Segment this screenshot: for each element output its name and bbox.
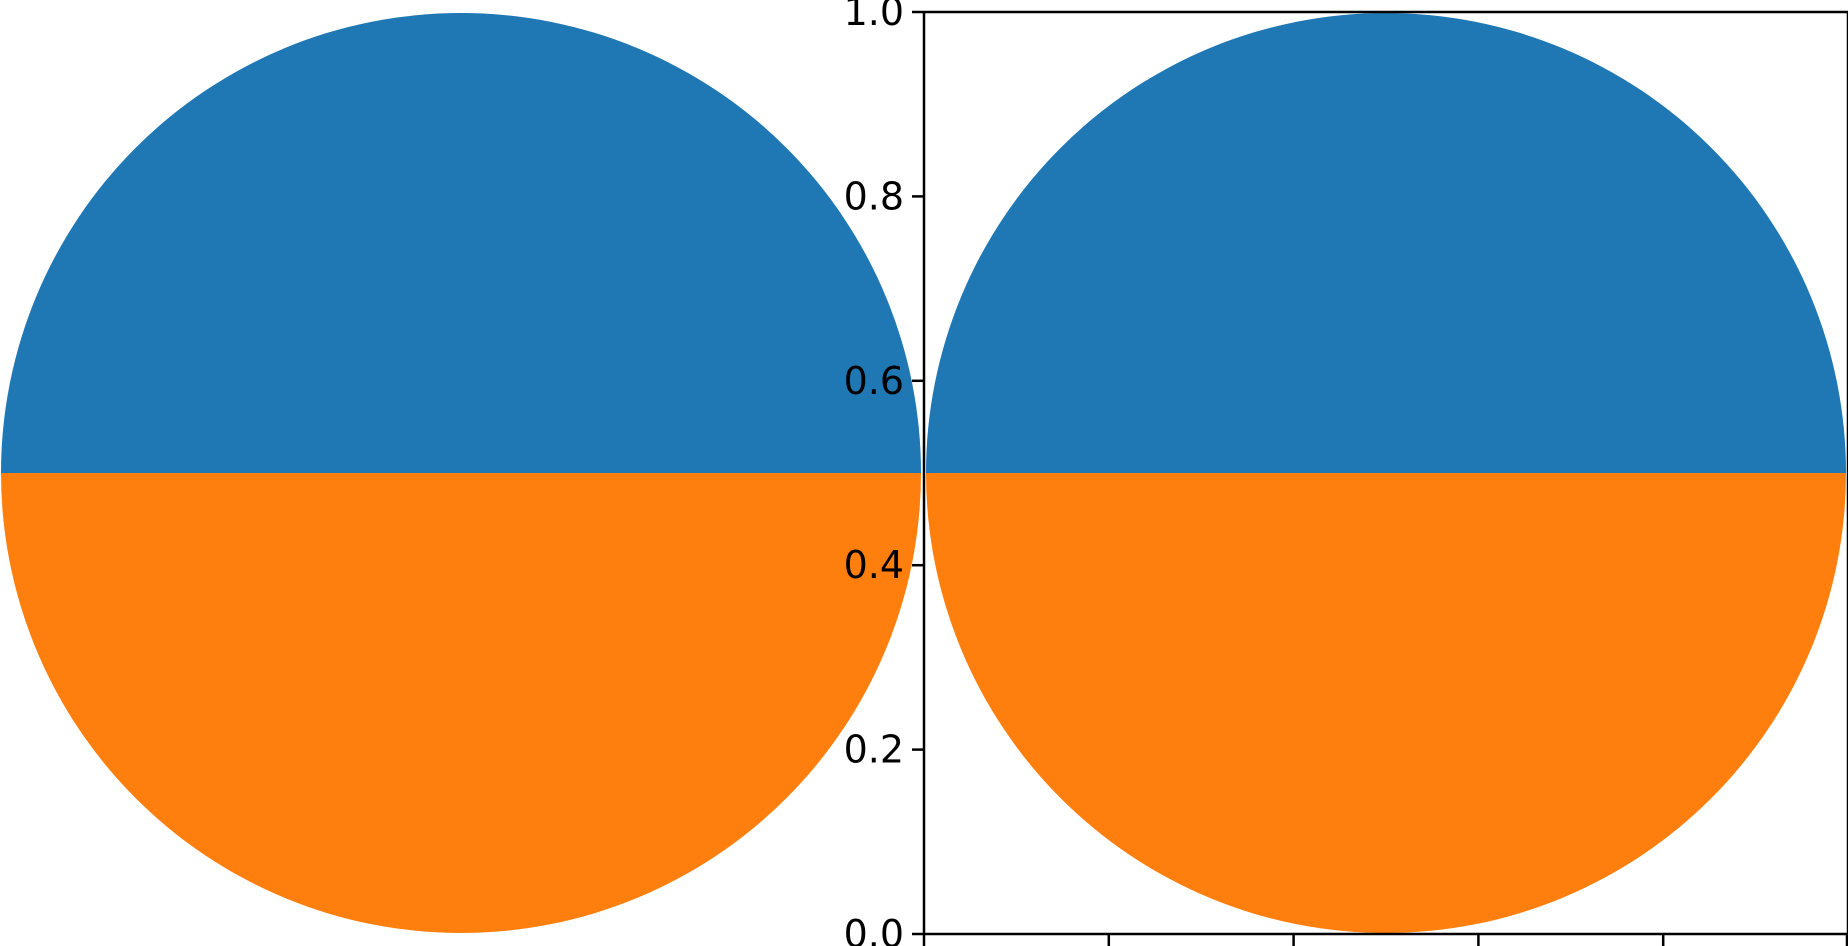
left-pie-slice-1	[1, 13, 921, 473]
axes-frame	[922, 10, 1848, 936]
right-pie-slice-2	[926, 473, 1846, 933]
y-tick-label: 0.6	[844, 359, 904, 403]
pie-chart-left	[1, 13, 921, 933]
pie-chart-right	[926, 13, 1846, 933]
y-tick-label: 1.0	[844, 0, 904, 34]
axes-right: 0.0 0.2 0.4 0.6 0.8 1.0	[844, 0, 1848, 946]
y-tick-label: 0.0	[844, 912, 904, 946]
y-tick-label: 0.2	[844, 728, 904, 772]
left-pie-slice-2	[1, 473, 921, 933]
y-tick-label: 0.4	[844, 543, 904, 587]
y-axis-ticks: 0.0 0.2 0.4 0.6 0.8 1.0	[844, 0, 924, 946]
x-axis-ticks	[922, 934, 1848, 946]
y-tick-label: 0.8	[844, 174, 904, 218]
right-pie-slice-1	[926, 13, 1846, 473]
